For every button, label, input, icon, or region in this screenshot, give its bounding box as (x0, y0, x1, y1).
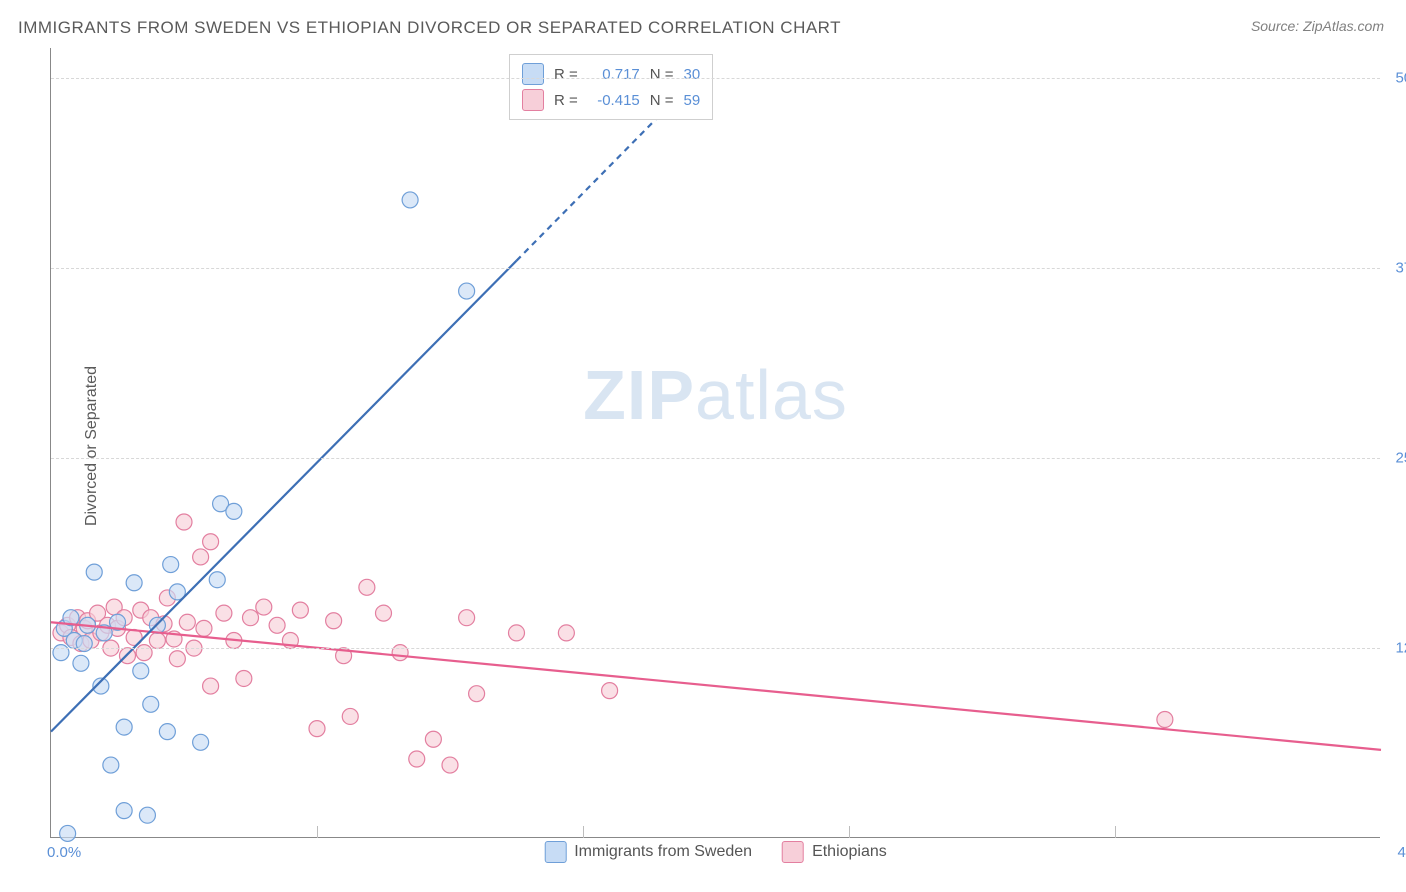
regression-line-ethiopians (51, 622, 1381, 750)
series-legend: Immigrants from Sweden Ethiopians (544, 841, 887, 863)
scatter-point-sweden (60, 825, 76, 841)
legend-r-value-sweden: 0.717 (588, 66, 640, 83)
legend-row-sweden: R = 0.717 N = 30 (522, 61, 700, 87)
scatter-point-sweden (116, 719, 132, 735)
series-legend-label-ethiopians: Ethiopians (812, 843, 887, 861)
scatter-point-sweden (116, 803, 132, 819)
gridline-h (51, 78, 1380, 79)
legend-r-label: R = (554, 92, 578, 109)
scatter-point-ethiopians (193, 549, 209, 565)
gridline-h (51, 458, 1380, 459)
gridline-h (51, 268, 1380, 269)
scatter-point-sweden (159, 724, 175, 740)
legend-n-label: N = (650, 92, 674, 109)
scatter-point-ethiopians (203, 534, 219, 550)
scatter-point-sweden (53, 645, 69, 661)
scatter-point-sweden (73, 655, 89, 671)
scatter-point-sweden (126, 575, 142, 591)
scatter-point-sweden (209, 572, 225, 588)
scatter-point-ethiopians (216, 605, 232, 621)
regression-line-sweden-dashed (517, 109, 667, 261)
scatter-point-ethiopians (179, 614, 195, 630)
scatter-point-sweden (139, 807, 155, 823)
series-legend-label-sweden: Immigrants from Sweden (574, 843, 752, 861)
scatter-svg (51, 48, 1380, 837)
scatter-point-ethiopians (269, 617, 285, 633)
scatter-point-ethiopians (359, 579, 375, 595)
scatter-point-ethiopians (469, 686, 485, 702)
legend-swatch-sweden (522, 63, 544, 85)
legend-r-label: R = (554, 66, 578, 83)
y-tick-label: 50.0% (1395, 70, 1406, 87)
scatter-point-ethiopians (169, 651, 185, 667)
legend-r-value-ethiopians: -0.415 (588, 92, 640, 109)
scatter-point-sweden (226, 503, 242, 519)
scatter-point-sweden (103, 757, 119, 773)
scatter-point-sweden (86, 564, 102, 580)
scatter-point-ethiopians (292, 602, 308, 618)
legend-n-value-ethiopians: 59 (684, 92, 701, 109)
plot-area: ZIPatlas R = 0.717 N = 30 R = -0.415 N =… (50, 48, 1380, 838)
scatter-point-ethiopians (149, 633, 165, 649)
x-axis-min-label: 0.0% (47, 844, 81, 861)
scatter-point-sweden (143, 696, 159, 712)
scatter-point-ethiopians (136, 645, 152, 661)
series-legend-item-ethiopians: Ethiopians (782, 841, 887, 863)
x-tick-mark (317, 826, 318, 838)
scatter-point-ethiopians (342, 708, 358, 724)
scatter-point-sweden (459, 283, 475, 299)
y-tick-label: 37.5% (1395, 260, 1406, 277)
y-tick-label: 12.5% (1395, 640, 1406, 657)
scatter-point-ethiopians (1157, 712, 1173, 728)
scatter-point-ethiopians (425, 731, 441, 747)
scatter-point-ethiopians (509, 625, 525, 641)
gridline-h (51, 648, 1380, 649)
x-tick-mark (849, 826, 850, 838)
legend-n-value-sweden: 30 (684, 66, 701, 83)
x-tick-mark (1115, 826, 1116, 838)
legend-n-label: N = (650, 66, 674, 83)
scatter-point-ethiopians (203, 678, 219, 694)
series-legend-item-sweden: Immigrants from Sweden (544, 841, 752, 863)
scatter-point-ethiopians (442, 757, 458, 773)
chart-title: IMMIGRANTS FROM SWEDEN VS ETHIOPIAN DIVO… (18, 18, 841, 38)
scatter-point-ethiopians (236, 670, 252, 686)
scatter-point-sweden (402, 192, 418, 208)
scatter-point-ethiopians (176, 514, 192, 530)
scatter-point-ethiopians (392, 645, 408, 661)
scatter-point-ethiopians (196, 620, 212, 636)
scatter-point-ethiopians (602, 683, 618, 699)
legend-swatch-ethiopians (522, 89, 544, 111)
correlation-legend: R = 0.717 N = 30 R = -0.415 N = 59 (509, 54, 713, 120)
scatter-point-sweden (76, 636, 92, 652)
x-tick-mark (583, 826, 584, 838)
scatter-point-ethiopians (256, 599, 272, 615)
scatter-point-ethiopians (326, 613, 342, 629)
scatter-point-ethiopians (409, 751, 425, 767)
scatter-point-ethiopians (243, 610, 259, 626)
scatter-point-sweden (133, 663, 149, 679)
series-legend-swatch-ethiopians (782, 841, 804, 863)
source-attribution: Source: ZipAtlas.com (1251, 18, 1384, 34)
series-legend-swatch-sweden (544, 841, 566, 863)
scatter-point-ethiopians (376, 605, 392, 621)
y-tick-label: 25.0% (1395, 450, 1406, 467)
legend-row-ethiopians: R = -0.415 N = 59 (522, 87, 700, 113)
scatter-point-sweden (193, 734, 209, 750)
scatter-point-ethiopians (558, 625, 574, 641)
scatter-point-sweden (163, 557, 179, 573)
scatter-point-ethiopians (309, 721, 325, 737)
scatter-point-ethiopians (459, 610, 475, 626)
x-axis-max-label: 40.0% (1397, 844, 1406, 861)
